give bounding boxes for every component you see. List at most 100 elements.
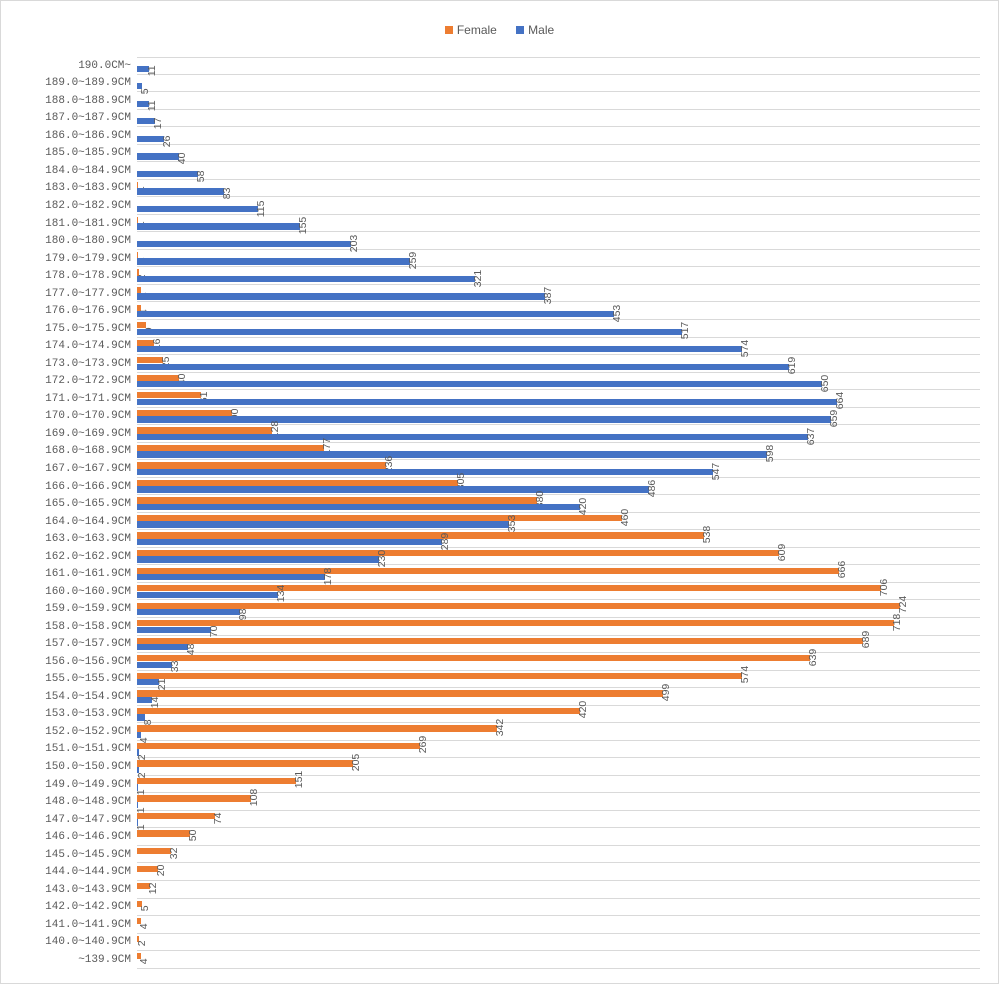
category-label: 172.0~172.9CM: [45, 375, 131, 387]
bar-value-label: 706: [879, 578, 890, 596]
bar-row: 5: [137, 75, 980, 93]
bar-row: 71870: [137, 618, 980, 636]
category-label: 176.0~176.9CM: [45, 305, 131, 317]
bar-row: 2: [137, 934, 980, 952]
bar-row: 25619: [137, 355, 980, 373]
bar-male: [137, 574, 325, 580]
bar-value-label: 269: [418, 736, 429, 754]
legend-item-male: Male: [516, 23, 554, 37]
category-label: 162.0~162.9CM: [45, 551, 131, 563]
category-label: 157.0~157.9CM: [45, 638, 131, 650]
bar-female: [137, 638, 863, 644]
bar-row: 49914: [137, 688, 980, 706]
bar-value-label: 12: [147, 882, 158, 894]
bar-row: 63933: [137, 653, 980, 671]
category-label: 190.0CM~: [78, 60, 131, 72]
bar-male: [137, 627, 211, 633]
category-label: 183.0~183.9CM: [45, 182, 131, 194]
category-label: 182.0~182.9CM: [45, 200, 131, 212]
bar-male: [137, 223, 300, 229]
bar-row: 115: [137, 197, 980, 215]
bar-row: 4453: [137, 302, 980, 320]
category-label: 144.0~144.9CM: [45, 866, 131, 878]
legend-item-female: Female: [445, 23, 497, 37]
bar-male: [137, 644, 188, 650]
bar-male: [137, 364, 789, 370]
bar-female: [137, 410, 232, 416]
bar-female: [137, 515, 622, 521]
bar-female: [137, 568, 839, 574]
category-label: 178.0~178.9CM: [45, 270, 131, 282]
bar-female: [137, 480, 458, 486]
bar-value-label: 20: [156, 865, 167, 877]
category-label: 177.0~177.9CM: [45, 288, 131, 300]
bar-male: [137, 241, 351, 247]
category-label: 187.0~187.9CM: [45, 112, 131, 124]
bar-row: 17: [137, 110, 980, 128]
bar-row: 9517: [137, 320, 980, 338]
bar-male: [137, 662, 172, 668]
category-label: 168.0~168.9CM: [45, 445, 131, 457]
bar-value-label: 538: [702, 526, 713, 544]
bar-female: [137, 620, 894, 626]
bar-row: 61664: [137, 390, 980, 408]
bar-row: 2692: [137, 741, 980, 759]
bar-value-label: 4: [139, 958, 150, 964]
category-label: 158.0~158.9CM: [45, 621, 131, 633]
bar-row: 706134: [137, 583, 980, 601]
bar-value-label: 666: [837, 561, 848, 579]
bar-value-label: 718: [891, 613, 902, 631]
bar-value-label: 151: [294, 771, 305, 789]
bar-row: 2052: [137, 758, 980, 776]
bar-row: 183: [137, 180, 980, 198]
category-label: 151.0~151.9CM: [45, 743, 131, 755]
bar-row: 4: [137, 916, 980, 934]
bar-male: [137, 556, 379, 562]
bar-male: [137, 451, 767, 457]
category-label: 155.0~155.9CM: [45, 673, 131, 685]
bar-row: 203: [137, 232, 980, 250]
category-label: 145.0~145.9CM: [45, 849, 131, 861]
legend-label-male: Male: [528, 23, 554, 37]
bar-value-label: 4: [139, 923, 150, 929]
category-label: 149.0~149.9CM: [45, 779, 131, 791]
category-label: ~139.9CM: [78, 954, 131, 966]
bar-value-label: 689: [861, 631, 872, 649]
bar-row: 32: [137, 846, 980, 864]
bar-row: 16574: [137, 338, 980, 356]
bar-female: [137, 690, 663, 696]
bar-female: [137, 603, 900, 609]
bar-male: [137, 258, 410, 264]
bar-male: [137, 592, 278, 598]
bar-row: 50: [137, 828, 980, 846]
bar-female: [137, 532, 704, 538]
category-label: 188.0~188.9CM: [45, 95, 131, 107]
category-label: 163.0~163.9CM: [45, 533, 131, 545]
bar-row: 4208: [137, 706, 980, 724]
bar-female: [137, 743, 420, 749]
bar-female: [137, 725, 497, 731]
category-label: 142.0~142.9CM: [45, 901, 131, 913]
bar-male: [137, 609, 240, 615]
bar-value-label: 108: [249, 789, 260, 807]
plot-area: 1151117264058183115115520312592321438744…: [137, 57, 980, 969]
bar-male: [137, 434, 808, 440]
bar-value-label: 205: [351, 754, 362, 772]
bar-value-label: 499: [661, 684, 672, 702]
bar-male: [137, 539, 442, 545]
bar-female: [137, 497, 537, 503]
bar-value-label: 342: [495, 719, 506, 737]
category-label: 141.0~141.9CM: [45, 919, 131, 931]
bar-row: 11: [137, 92, 980, 110]
bar-value-label: 574: [740, 666, 751, 684]
bar-row: 305486: [137, 478, 980, 496]
bar-value-label: 460: [619, 508, 630, 526]
bar-female: [137, 708, 580, 714]
category-label: 174.0~174.9CM: [45, 340, 131, 352]
bar-female: [137, 375, 179, 381]
bar-row: 1259: [137, 250, 980, 268]
bar-value-label: 74: [213, 812, 224, 824]
bar-female: [137, 830, 190, 836]
category-label: 160.0~160.9CM: [45, 586, 131, 598]
bar-female: [137, 392, 201, 398]
